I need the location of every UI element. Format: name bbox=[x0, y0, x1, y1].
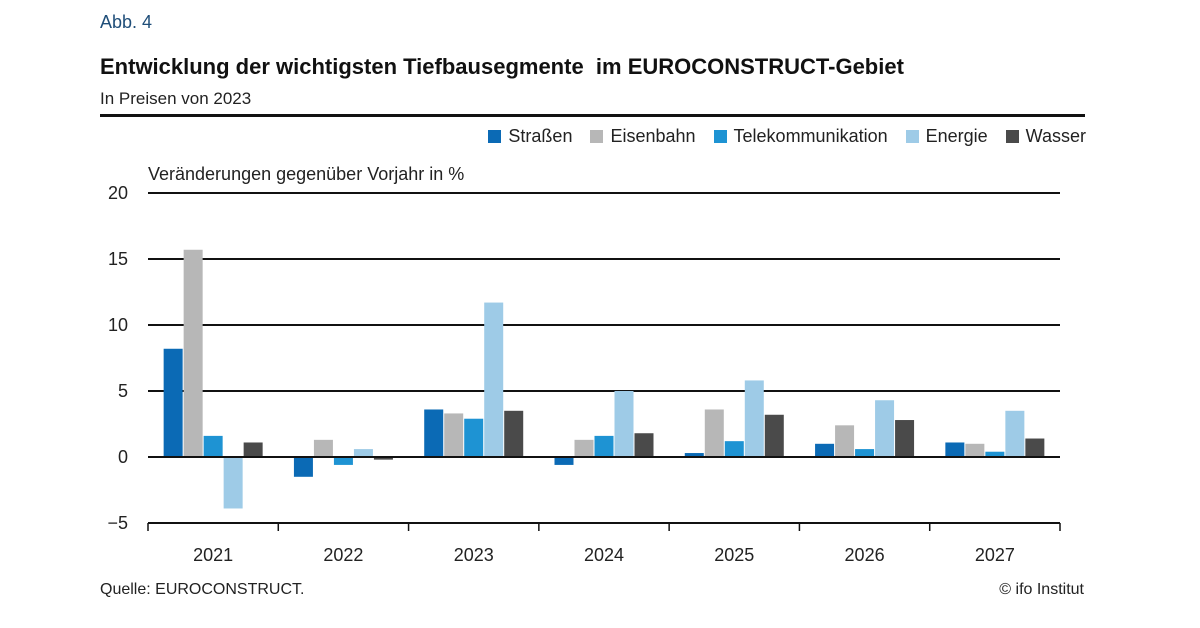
bar bbox=[464, 418, 484, 457]
legend-label: Eisenbahn bbox=[610, 126, 696, 146]
y-tick-label: 5 bbox=[118, 381, 128, 401]
bar bbox=[744, 380, 764, 457]
bar bbox=[945, 442, 965, 457]
figure-label: Abb. 4 bbox=[100, 12, 153, 32]
bar bbox=[684, 453, 704, 457]
legend-label: Straßen bbox=[508, 126, 573, 146]
bar bbox=[223, 457, 243, 509]
legend-label: Telekommunikation bbox=[733, 126, 888, 146]
bar bbox=[313, 439, 333, 457]
x-tick-label: 2027 bbox=[975, 545, 1015, 565]
bar bbox=[353, 449, 373, 457]
chart-title: Entwicklung der wichtigsten Tiefbausegme… bbox=[100, 54, 904, 79]
y-tick-label: 15 bbox=[108, 249, 128, 269]
y-axis-label: Veränderungen gegenüber Vorjahr in % bbox=[148, 164, 464, 184]
y-tick-label: −5 bbox=[107, 513, 128, 533]
x-tick-label: 2026 bbox=[845, 545, 885, 565]
title-divider bbox=[100, 114, 1085, 117]
legend-item: Telekommunikation bbox=[713, 126, 888, 147]
legend-swatch bbox=[488, 130, 502, 143]
x-tick-label: 2022 bbox=[323, 545, 363, 565]
legend-item: Eisenbahn bbox=[590, 126, 696, 147]
bar bbox=[875, 400, 895, 457]
bar bbox=[634, 433, 654, 457]
legend-swatch bbox=[590, 130, 604, 143]
bar bbox=[163, 348, 183, 457]
chart-subtitle: In Preisen von 2023 bbox=[100, 89, 252, 108]
x-tick-label: 2021 bbox=[193, 545, 233, 565]
legend-swatch bbox=[905, 130, 919, 143]
legend-label: Energie bbox=[925, 126, 988, 146]
copyright-note: © ifo Institut bbox=[999, 581, 1084, 598]
bar bbox=[373, 457, 393, 460]
x-tick-label: 2024 bbox=[584, 545, 624, 565]
chart-legend: Straßen Eisenbahn Telekommunikation Energie… bbox=[488, 126, 1086, 147]
legend-swatch bbox=[713, 130, 727, 143]
bar bbox=[965, 443, 985, 457]
bar bbox=[203, 435, 223, 457]
bar bbox=[504, 410, 524, 457]
bar bbox=[764, 414, 784, 457]
bar bbox=[574, 439, 594, 457]
bar bbox=[815, 443, 835, 457]
legend-item: Energie bbox=[905, 126, 988, 147]
y-tick-label: 10 bbox=[108, 315, 128, 335]
bar bbox=[835, 425, 855, 457]
legend-item: Straßen bbox=[488, 126, 572, 147]
bar bbox=[444, 413, 464, 457]
bar bbox=[333, 457, 353, 465]
x-tick-label: 2023 bbox=[454, 545, 494, 565]
bar bbox=[554, 457, 574, 465]
bar bbox=[1025, 438, 1045, 457]
bar bbox=[594, 435, 614, 457]
legend-item: Wasser bbox=[1005, 126, 1086, 147]
bar bbox=[183, 249, 203, 457]
source-note: Quelle: EUROCONSTRUCT. bbox=[100, 581, 305, 598]
bar bbox=[855, 449, 875, 457]
x-tick-label: 2025 bbox=[714, 545, 754, 565]
bar bbox=[424, 409, 444, 457]
bar bbox=[985, 451, 1005, 457]
bar bbox=[1005, 410, 1025, 457]
bar bbox=[614, 391, 634, 457]
bar bbox=[724, 441, 744, 457]
legend-swatch bbox=[1005, 130, 1019, 143]
legend-label: Wasser bbox=[1025, 126, 1086, 146]
bar bbox=[243, 442, 263, 457]
bar bbox=[293, 457, 313, 477]
bar bbox=[895, 420, 915, 457]
bar bbox=[484, 302, 504, 457]
y-tick-label: 20 bbox=[108, 183, 128, 203]
y-tick-label: 0 bbox=[118, 447, 128, 467]
bar bbox=[704, 409, 724, 457]
